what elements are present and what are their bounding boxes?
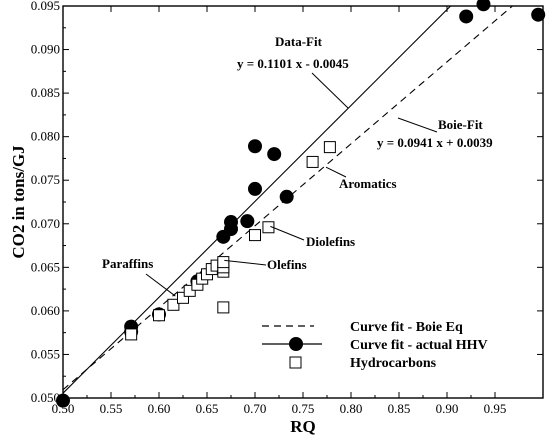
data-point-hydrocarbon (177, 291, 189, 304)
annotation-leader-line (145, 273, 176, 297)
y-tick-label: 0.080 (31, 129, 60, 144)
data-point-hydrocarbon (153, 309, 165, 322)
x-tick-label: 0.50 (52, 401, 75, 416)
data-point-hydrocarbon (167, 298, 180, 311)
fit-lines-group (63, 6, 514, 394)
data-fit-name: Data-Fit (275, 34, 323, 49)
data-point-actual-hhv (531, 7, 546, 22)
data-point-hydrocarbon (249, 229, 261, 242)
data-point-hydrocarbon (306, 155, 319, 168)
x-tick-label: 0.95 (484, 401, 507, 416)
data-point-hydrocarbon (323, 141, 336, 154)
annotation-aromatics: Aromatics (339, 176, 397, 191)
legend-open-square-icon (289, 356, 302, 369)
data-point-actual-hhv (224, 222, 238, 237)
y-axis-title: CO2 in tons/GJ (9, 145, 28, 259)
annotation-leader-line (325, 166, 347, 178)
data-point-actual-hhv (267, 147, 282, 162)
y-tick-label: 0.070 (31, 216, 60, 231)
annotation-leader-line (224, 259, 267, 266)
y-tick-label: 0.095 (31, 0, 60, 13)
x-tick-label: 0.65 (196, 401, 219, 416)
data-point-actual-hhv (240, 214, 255, 229)
boie-fit-leader-line (397, 117, 438, 133)
x-tick-label: 0.55 (100, 401, 123, 416)
legend-label-boie: Curve fit - Boie Eq (350, 320, 463, 335)
annotation-paraffins: Paraffins (102, 256, 153, 271)
data-fit-leader-line (311, 72, 349, 109)
y-tick-label: 0.085 (31, 85, 60, 100)
x-tick-label: 0.75 (292, 401, 315, 416)
annotation-diolefins: Diolefins (306, 234, 355, 249)
legend-label-hydrocarbons: Hydrocarbons (350, 356, 437, 371)
y-tick-label: 0.075 (31, 172, 60, 187)
data-point-hydrocarbon (217, 301, 230, 314)
data-point-hydrocarbon (125, 328, 138, 341)
y-tick-label: 0.065 (31, 259, 60, 274)
x-tick-label: 0.60 (148, 401, 171, 416)
y-tick-label: 0.090 (31, 42, 60, 57)
data-point-hydrocarbon (217, 256, 230, 269)
data-point-actual-hhv (248, 181, 262, 196)
x-tick-label: 0.70 (244, 401, 267, 416)
boie-fit-equation: y = 0.0941 x + 0.0039 (377, 135, 493, 150)
annotation-leader-line (270, 225, 305, 241)
y-tick-label: 0.055 (31, 346, 60, 361)
data-point-actual-hhv (56, 393, 70, 408)
data-point-actual-hhv (279, 189, 294, 204)
x-tick-label: 0.80 (340, 401, 363, 416)
boie-fit-name: Boie-Fit (438, 117, 483, 132)
annotation-olefins: Olefins (267, 257, 307, 272)
data-point-actual-hhv (248, 139, 262, 154)
x-axis-title: RQ (290, 417, 316, 436)
axis-ticks-group: 0.50 0.55 0.60 0.65 0.70 0.75 0.80 0.85 0.90 0.95… (31, 0, 543, 416)
x-tick-label: 0.85 (388, 401, 411, 416)
legend-label-actual: Curve fit - actual HHV (350, 338, 488, 353)
boie-fit-line (63, 6, 514, 391)
data-point-hydrocarbon (262, 221, 275, 234)
legend: Curve fit - Boie Eq Curve fit - actual H… (262, 320, 488, 371)
x-tick-label: 0.90 (436, 401, 459, 416)
legend-filled-circle-icon (289, 337, 303, 351)
data-fit-line (63, 6, 452, 394)
y-tick-label: 0.060 (31, 303, 60, 318)
data-point-hydrocarbon (183, 284, 196, 297)
data-fit-equation: y = 0.1101 x - 0.0045 (237, 56, 349, 71)
y-tick-label: 0.050 (31, 390, 60, 405)
data-point-actual-hhv (459, 9, 474, 24)
annotation-leaders-group (145, 72, 438, 297)
